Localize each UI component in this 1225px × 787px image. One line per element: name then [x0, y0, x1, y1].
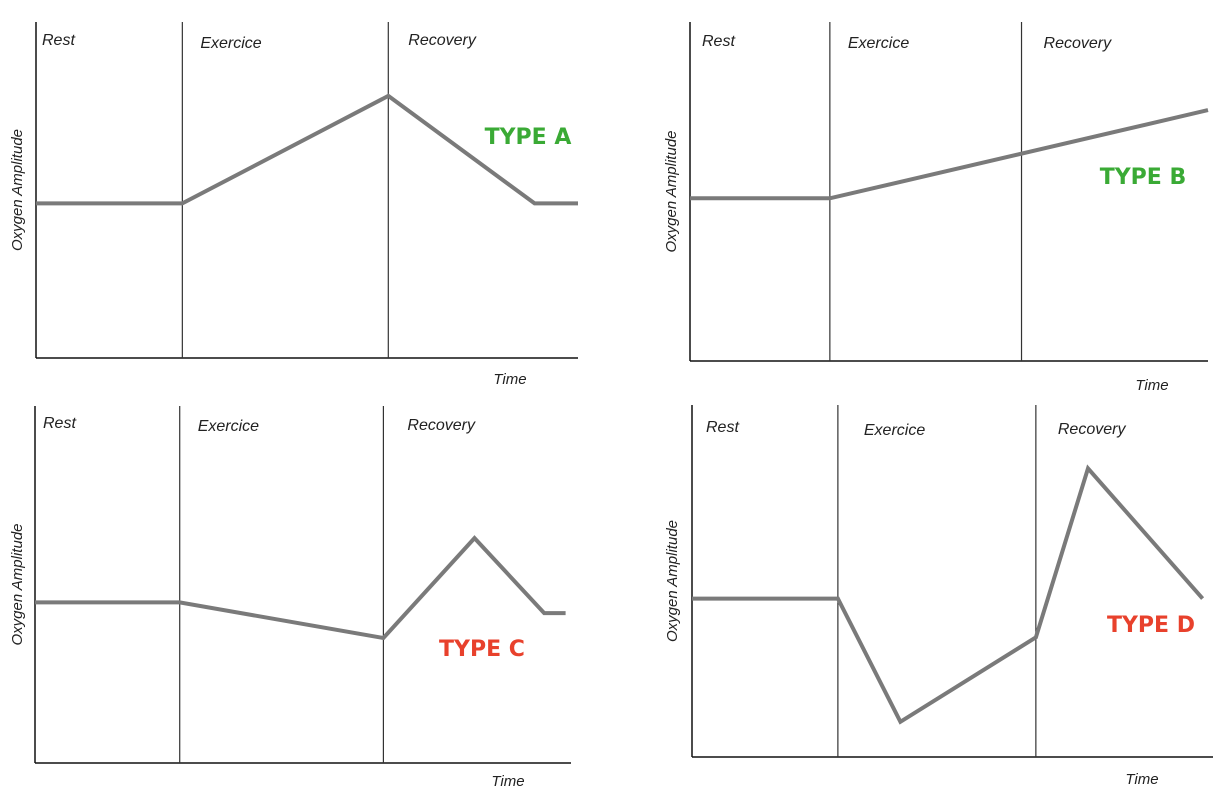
y-axis-label: Oxygen Amplitude	[9, 129, 26, 251]
type-annotation: TYPE C	[439, 637, 525, 662]
phase-label-recovery: Recovery	[407, 417, 476, 434]
y-axis-label: Oxygen Amplitude	[663, 130, 680, 252]
phase-label-rest: Rest	[42, 32, 75, 49]
phase-label-exercice: Exercice	[198, 418, 259, 435]
phase-label-rest: Rest	[702, 33, 735, 50]
phase-label-exercice: Exercice	[864, 422, 925, 439]
phase-label-rest: Rest	[706, 419, 739, 436]
phase-label-recovery: Recovery	[408, 32, 477, 49]
x-axis-label: Time	[493, 371, 526, 388]
series-line-1	[35, 535, 566, 641]
series-line-1	[690, 108, 1209, 201]
phase-label-recovery: Recovery	[1058, 421, 1127, 438]
type-annotation: TYPE B	[1100, 165, 1187, 190]
phase-label-rest: Rest	[43, 415, 76, 432]
y-axis-label: Oxygen Amplitude	[9, 523, 26, 645]
chart-panel-b: Rest Exercice Recovery Oxygen Amplitude Time…	[663, 22, 1209, 394]
type-annotation: TYPE D	[1107, 613, 1195, 638]
x-axis-label: Time	[1135, 377, 1168, 394]
chart-panel-c: Rest Exercice Recovery Oxygen Amplitude Time…	[9, 406, 571, 787]
chart-panel-d: Rest Exercice Recovery Oxygen Amplitude Time…	[664, 405, 1213, 787]
phase-label-recovery: Recovery	[1044, 35, 1113, 52]
series-line-1	[36, 93, 578, 206]
type-annotation: TYPE A	[485, 125, 572, 150]
phase-label-exercice: Exercice	[848, 35, 909, 52]
x-axis-label: Time	[491, 773, 524, 787]
y-axis-label: Oxygen Amplitude	[664, 520, 681, 642]
x-axis-label: Time	[1125, 771, 1158, 787]
series-line-1	[692, 464, 1205, 725]
phase-label-exercice: Exercice	[200, 35, 261, 52]
chart-panel-a: Rest Exercice Recovery Oxygen Amplitude Time…	[9, 22, 578, 388]
